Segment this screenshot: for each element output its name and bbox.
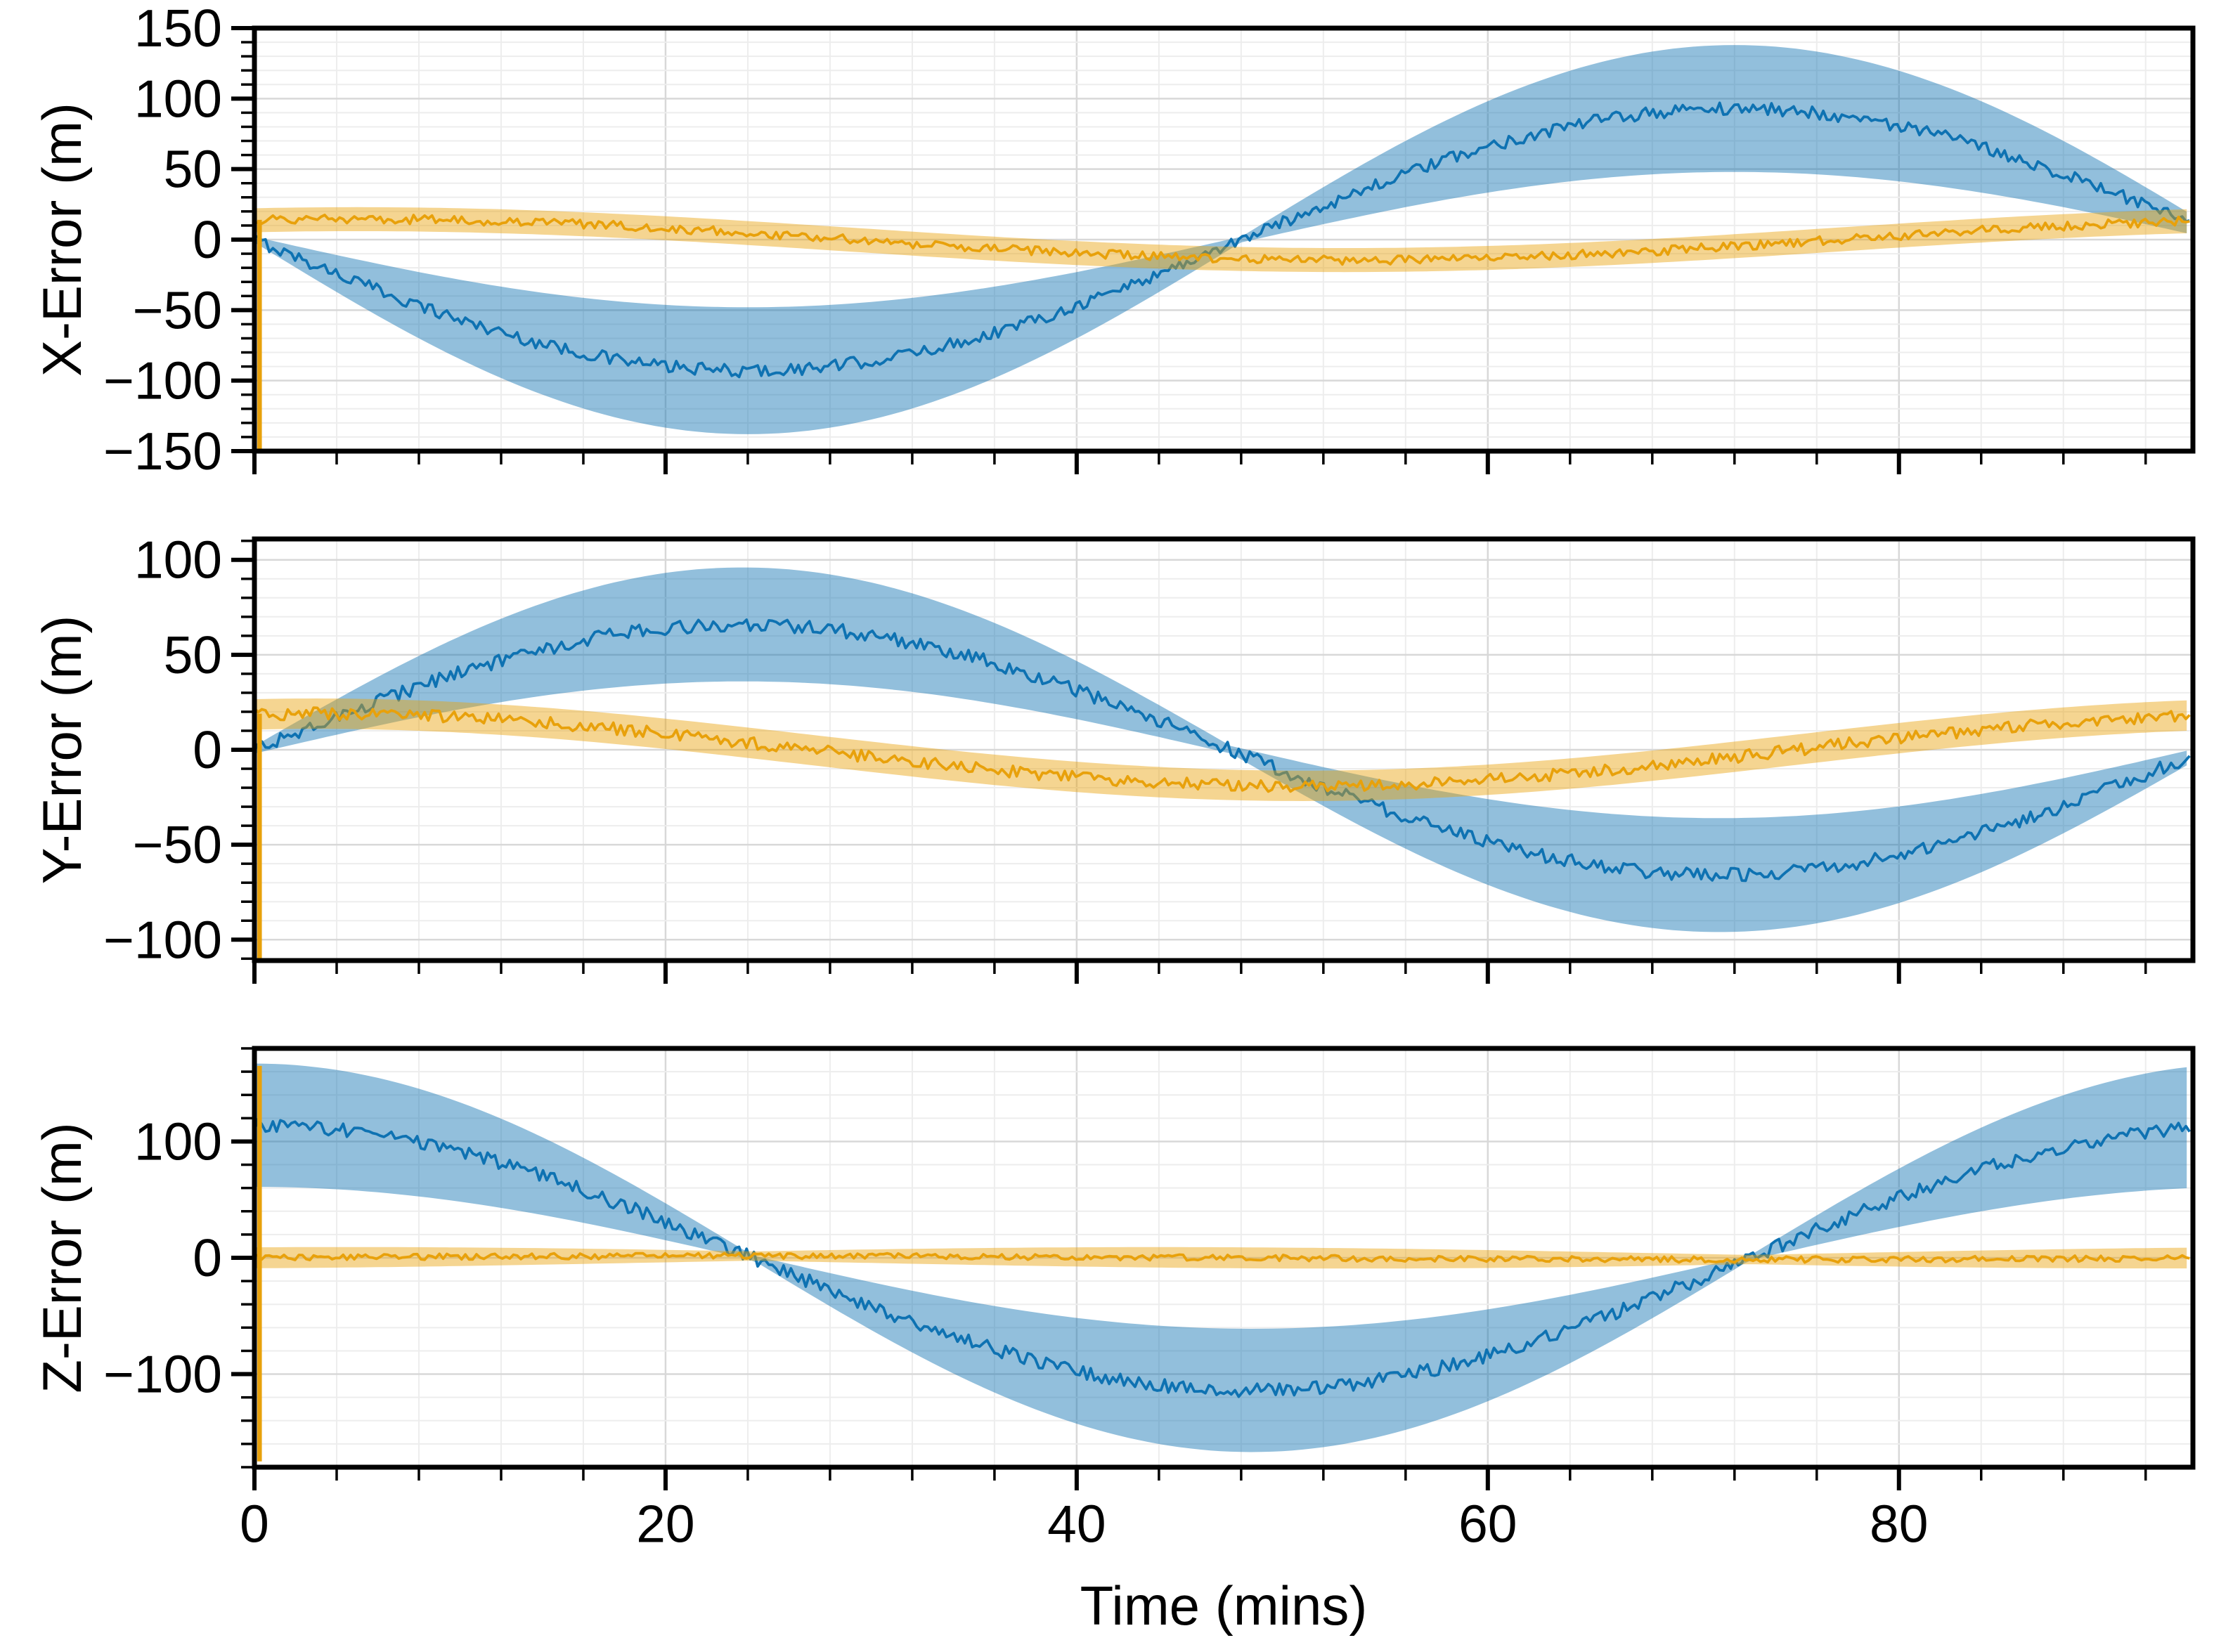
y-tick-label: −100 [103,910,222,969]
y-axis-label: Z-Error (m) [31,1122,93,1393]
estimator-2-y-error-line [254,706,2191,793]
y-tick-label: 100 [134,531,222,590]
y-tick-label: 150 [134,0,222,58]
series-group [254,1063,2191,1462]
x-tick-label: 60 [1458,1494,1517,1553]
series-group [254,567,2191,961]
y-tick-label: −50 [133,280,222,339]
estimator-1-x-error-line [254,101,2190,379]
y-axis-label: Y-Error (m) [31,616,93,885]
y-tick-label: 0 [193,1228,222,1287]
estimator-1-y-error-line [254,618,2191,883]
y-tick-label: −150 [103,422,222,481]
y-tick-label: 0 [193,720,222,779]
y-axis-label: X-Error (m) [31,103,93,377]
axes-spines [252,536,2196,963]
x-axis-label: Time (mins) [1080,1575,1368,1637]
y-tick-label: 50 [164,140,222,199]
y-tick-label: −100 [103,1345,222,1404]
subplot-z-error: 100 0 −100 0 20 40 60 80 Time (mins) Z-Error (m) [31,1046,2196,1637]
estimator-1-x-error-band [254,45,2187,434]
x-tick-label: 0 [240,1494,269,1553]
estimator-1-z-error-band [254,1063,2187,1452]
axes-spines [252,25,2196,454]
estimator-2-x-error-line [254,214,2190,266]
axes-spines [252,1046,2196,1470]
y-tick-label: 100 [134,1112,222,1171]
x-tick-label: 80 [1870,1494,1928,1553]
y-tick-label: 0 [193,210,222,269]
y-tick-label: −50 [133,815,222,874]
y-tick-label: 50 [164,625,222,684]
estimator-2-x-error-band [254,207,2187,273]
estimator-2-y-error-band [254,698,2187,801]
estimator-2-z-error-line [254,1251,2190,1264]
x-tick-label: 40 [1047,1494,1106,1553]
estimator-1-z-error-line [254,1117,2191,1398]
x-tick-label: 20 [636,1494,694,1553]
y-tick-label: −100 [103,351,222,410]
series-group [254,45,2190,451]
y-tick-label: 100 [134,69,222,128]
